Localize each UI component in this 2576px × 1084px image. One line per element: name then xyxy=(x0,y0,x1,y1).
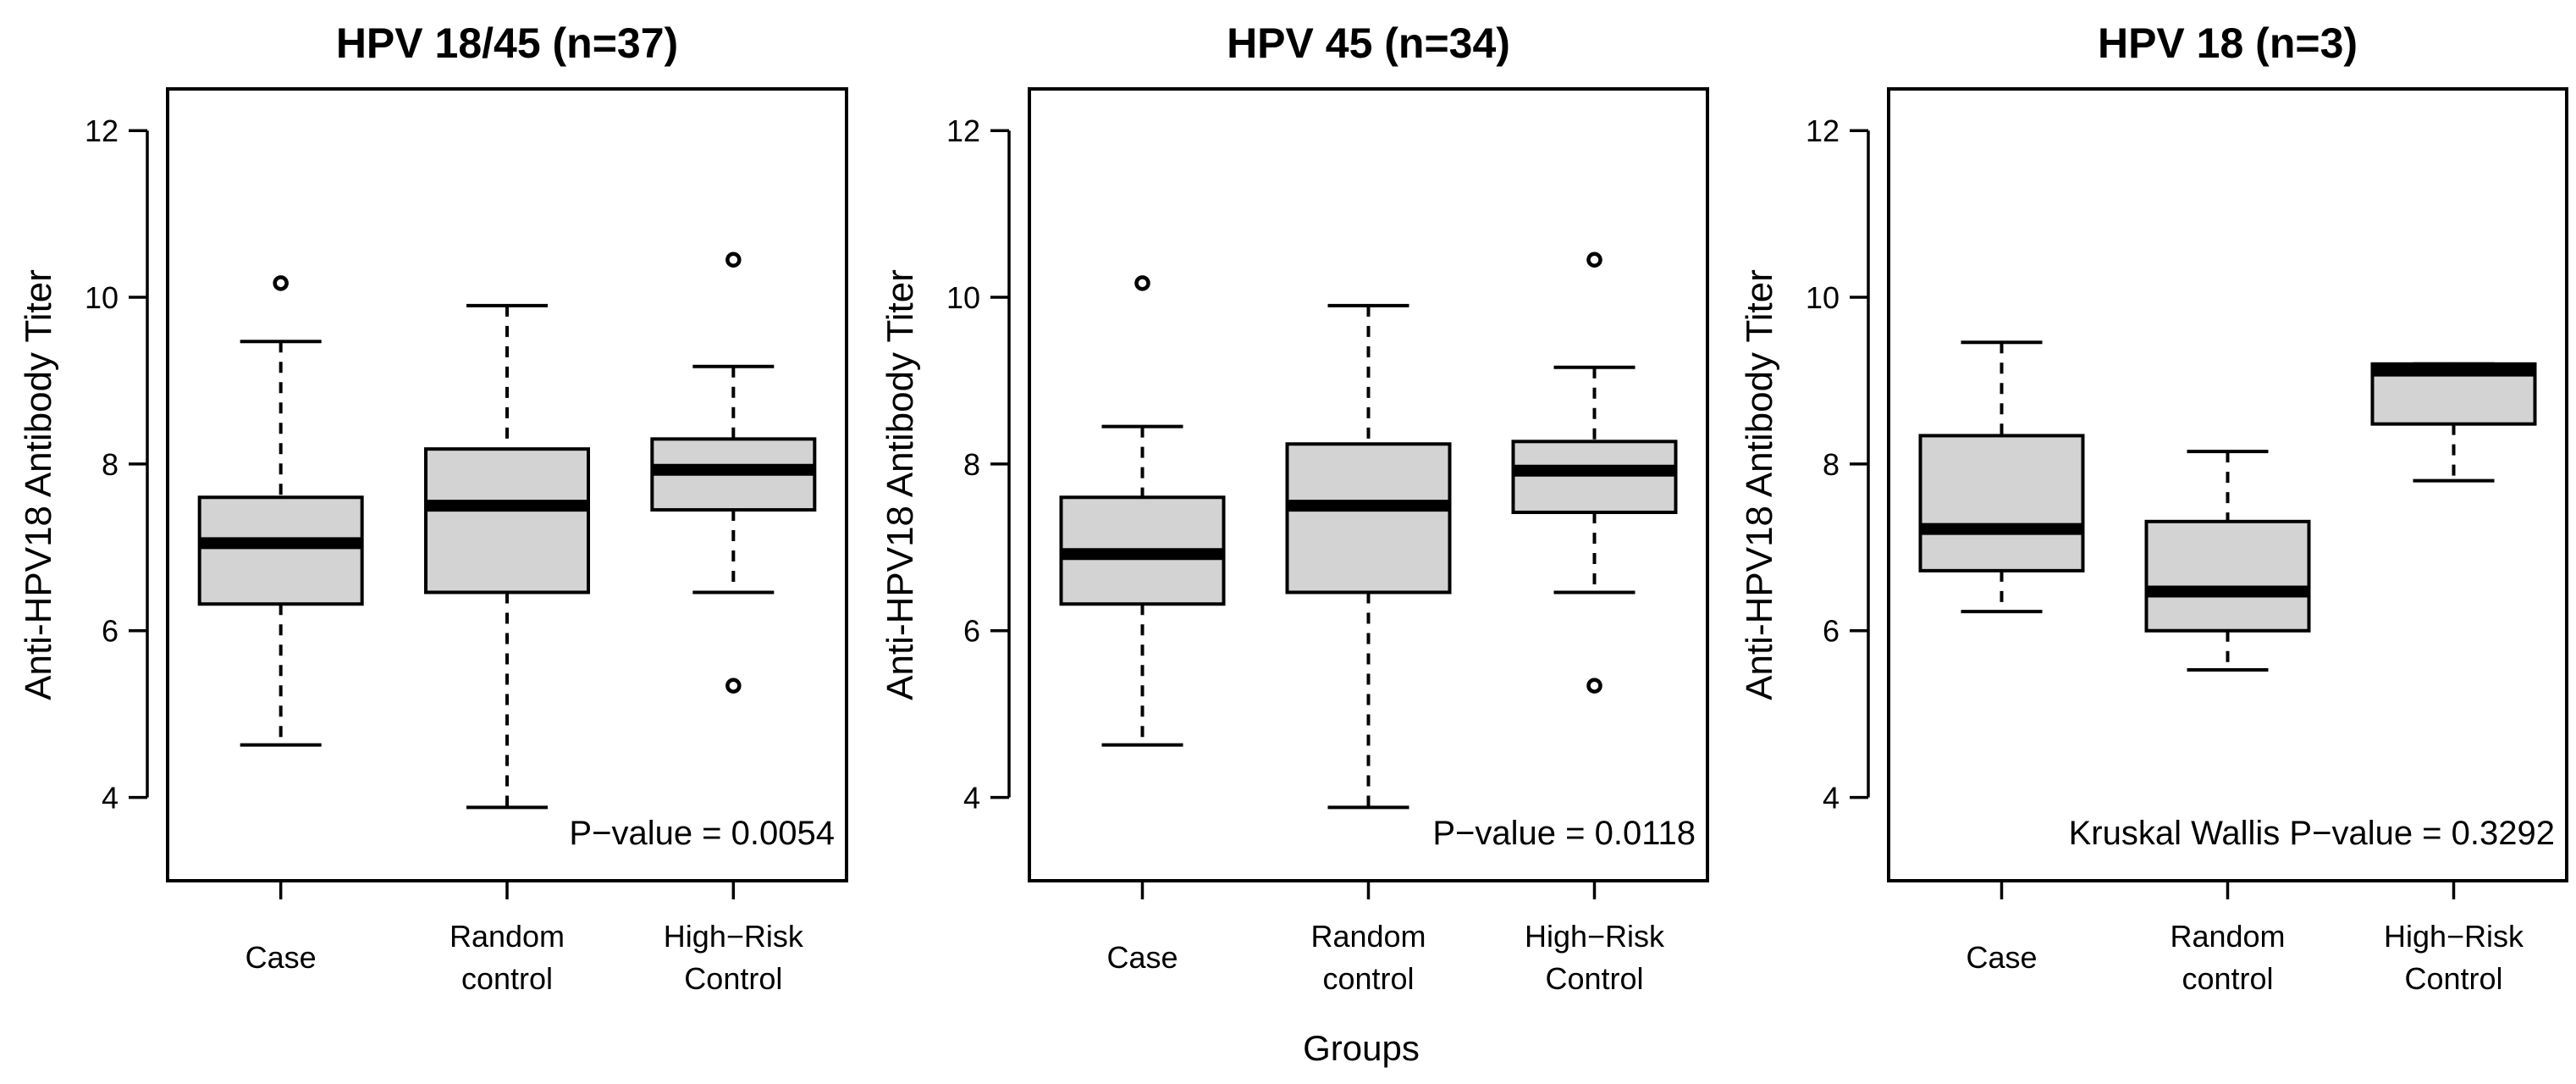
box-group xyxy=(1059,275,1226,747)
y-axis-label: Anti-HPV18 Antibody Titer xyxy=(880,269,921,700)
panel-title: HPV 18 (n=3) xyxy=(2098,19,2358,67)
outlier-point xyxy=(725,678,742,694)
x-tick-label: control xyxy=(461,961,553,996)
outlier-point xyxy=(1586,678,1602,694)
y-tick-label: 12 xyxy=(1806,113,1840,148)
y-tick-label: 6 xyxy=(1823,614,1840,649)
y-axis-label: Anti-HPV18 Antibody Titer xyxy=(18,269,59,700)
x-tick-label: Case xyxy=(1106,940,1178,975)
x-tick-label: Random xyxy=(450,919,565,954)
iqr-box xyxy=(197,495,364,606)
y-tick-label: 6 xyxy=(102,614,119,649)
y-tick-label: 4 xyxy=(1823,781,1840,816)
x-tick-label: Case xyxy=(245,940,317,975)
y-tick-label: 8 xyxy=(1823,447,1840,482)
y-tick-label: 12 xyxy=(946,113,980,148)
y-tick-label: 12 xyxy=(85,113,119,148)
x-tick-label: Random xyxy=(1310,919,1426,954)
boxplot-panel: HPV 18 (n=3) Anti-HPV18 Antibody Titer 4 6 8… xyxy=(1739,19,2568,996)
x-tick-label: Random xyxy=(2170,919,2285,954)
outlier-point xyxy=(1134,275,1150,291)
y-tick-label: 10 xyxy=(1806,280,1840,315)
p-value-annotation: P−value = 0.0054 xyxy=(569,815,835,852)
box-group xyxy=(650,252,817,694)
x-tick-label: Control xyxy=(684,961,782,996)
iqr-box xyxy=(2144,519,2311,633)
y-tick-label: 8 xyxy=(102,447,119,482)
p-value-annotation: P−value = 0.0118 xyxy=(1432,815,1696,852)
y-tick-label: 10 xyxy=(946,280,980,315)
boxplot-panel: HPV 18/45 (n=37) Anti-HPV18 Antibody Tite… xyxy=(18,19,848,996)
y-tick-label: 10 xyxy=(85,280,119,315)
x-tick-label: High−Risk xyxy=(1525,919,1665,954)
box-group xyxy=(424,303,590,810)
y-axis-label: Anti-HPV18 Antibody Titer xyxy=(1739,269,1780,700)
x-axis-label: Groups xyxy=(1303,1028,1420,1068)
y-tick-label: 8 xyxy=(963,447,980,482)
x-tick-label: Control xyxy=(1545,961,1643,996)
box-group xyxy=(1285,303,1452,810)
panel-title: HPV 45 (n=34) xyxy=(1227,19,1510,67)
iqr-box xyxy=(1511,440,1678,514)
iqr-box xyxy=(1918,434,2085,572)
boxplot-panel: HPV 45 (n=34) Anti-HPV18 Antibody Titer 4 6… xyxy=(880,19,1709,996)
y-tick-label: 4 xyxy=(963,781,980,816)
outlier-point xyxy=(1586,252,1602,268)
box-group xyxy=(197,275,364,747)
y-tick-label: 6 xyxy=(963,614,980,649)
box-group xyxy=(2144,450,2311,672)
box-group xyxy=(2370,362,2537,483)
outlier-point xyxy=(725,252,742,268)
panel-title: HPV 18/45 (n=37) xyxy=(336,19,678,67)
y-tick-label: 4 xyxy=(102,781,119,816)
x-tick-label: control xyxy=(1322,961,1414,996)
x-tick-label: Control xyxy=(2404,961,2502,996)
outlier-point xyxy=(273,275,289,291)
box-group xyxy=(1918,340,2085,614)
x-tick-label: control xyxy=(2182,961,2273,996)
iqr-box xyxy=(424,447,590,595)
x-tick-label: High−Risk xyxy=(2384,919,2524,954)
box-group xyxy=(1511,252,1678,694)
p-value-annotation: Kruskal Wallis P−value = 0.3292 xyxy=(2069,815,2555,852)
x-tick-label: Case xyxy=(1966,940,2037,975)
iqr-box xyxy=(1285,442,1452,595)
x-tick-label: High−Risk xyxy=(664,919,804,954)
